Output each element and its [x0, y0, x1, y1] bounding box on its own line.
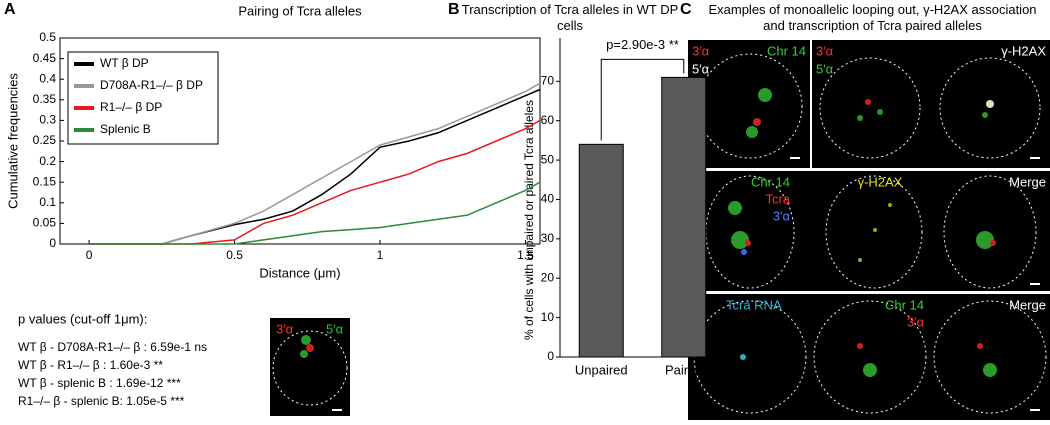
image-label: 5′α	[326, 321, 344, 336]
x-tick-label: 1.5	[517, 248, 534, 262]
image-label: Chr 14	[885, 297, 924, 312]
y-tick-label: 60	[541, 113, 555, 127]
image-label: 5′α	[816, 61, 834, 76]
y-axis-label: % of cells with unpaired or paired Tcra …	[522, 100, 536, 340]
y-tick-label: 0.25	[33, 133, 57, 147]
panel-title: Examples of monoallelic looping out, γ-H…	[708, 2, 1037, 33]
series-line	[89, 181, 541, 245]
y-tick-label: 0.2	[39, 154, 56, 168]
legend-label: WT β DP	[100, 56, 149, 70]
panel-title-box: Examples of monoallelic looping out, γ-H…	[708, 2, 1037, 33]
image-label: Chr 14	[767, 43, 806, 58]
panel-label: C	[680, 1, 692, 18]
panel-label: A	[4, 1, 16, 18]
pvalue-line: R1–/– β - splenic B: 1.05e-5 ***	[18, 394, 185, 408]
image-label: γ-H2AX	[858, 174, 903, 189]
image-label: 3′α	[816, 43, 834, 58]
legend-label: D708A-R1–/– β DP	[100, 78, 203, 92]
y-tick-label: 70	[541, 73, 555, 87]
y-tick-label: 10	[541, 310, 555, 324]
y-tick-label: 0.3	[39, 113, 56, 127]
y-tick-label: 0.4	[39, 71, 56, 85]
micrograph-panel	[688, 40, 1050, 420]
image-label: Merge	[1009, 297, 1046, 312]
pvalues-title: p values (cut-off 1μm):	[18, 311, 147, 326]
image-label: 3′α	[907, 314, 925, 329]
chart-title: Pairing of Tcra alleles	[238, 3, 362, 18]
image-label: 5′α	[692, 61, 710, 76]
y-tick-label: 0.45	[33, 51, 57, 65]
y-axis-label: Cumulative frequencies	[5, 73, 20, 209]
y-tick-label: 0	[547, 349, 554, 363]
image-label: Tcra	[765, 191, 790, 206]
image-label: 3′α	[276, 321, 294, 336]
pvalue-line: WT β - splenic B : 1.69e-12 ***	[18, 376, 181, 390]
y-tick-label: 0.05	[33, 216, 57, 230]
legend-label: R1–/– β DP	[100, 100, 162, 114]
x-tick-label: Paired	[665, 362, 703, 377]
annotation: p=2.90e-3 **	[606, 37, 679, 52]
image-label: Tcra RNA	[726, 297, 782, 312]
y-tick-label: 50	[541, 152, 555, 166]
y-tick-label: 40	[541, 192, 555, 206]
series-line	[89, 119, 541, 245]
pvalue-line: WT β - R1–/– β : 1.60e-3 **	[18, 358, 163, 372]
image-label: Chr 14	[751, 174, 790, 189]
micrograph	[270, 318, 350, 416]
y-tick-label: 30	[541, 231, 555, 245]
y-tick-label: 0.1	[39, 195, 56, 209]
image-label: 3′α	[773, 208, 791, 223]
significance-bracket	[600, 58, 685, 141]
legend-label: Splenic B	[100, 122, 151, 136]
y-tick-label: 0	[49, 236, 56, 250]
x-tick-label: Unpaired	[575, 362, 628, 377]
chart-title: Transcription of Tcra alleles in WT DP c…	[461, 2, 679, 33]
x-tick-label: 0	[86, 248, 93, 262]
bar	[661, 76, 707, 358]
y-tick-label: 0.35	[33, 92, 57, 106]
x-axis-label: Distance (μm)	[259, 265, 340, 280]
pvalue-line: WT β - D708A-R1–/– β : 6.59e-1 ns	[18, 340, 207, 354]
bar	[578, 143, 624, 358]
y-tick-label: 0.5	[39, 30, 56, 44]
panel-label: B	[448, 1, 460, 18]
y-tick-label: 0.15	[33, 174, 57, 188]
y-tick-label: 20	[541, 270, 555, 284]
image-label: γ-H2AX	[1001, 43, 1046, 58]
image-label: Merge	[1009, 174, 1046, 189]
x-tick-label: 0.5	[226, 248, 243, 262]
chart-title-box: Transcription of Tcra alleles in WT DP c…	[461, 2, 679, 33]
series-line	[89, 82, 541, 245]
x-tick-label: 1	[377, 248, 384, 262]
image-label: 3′α	[692, 43, 710, 58]
